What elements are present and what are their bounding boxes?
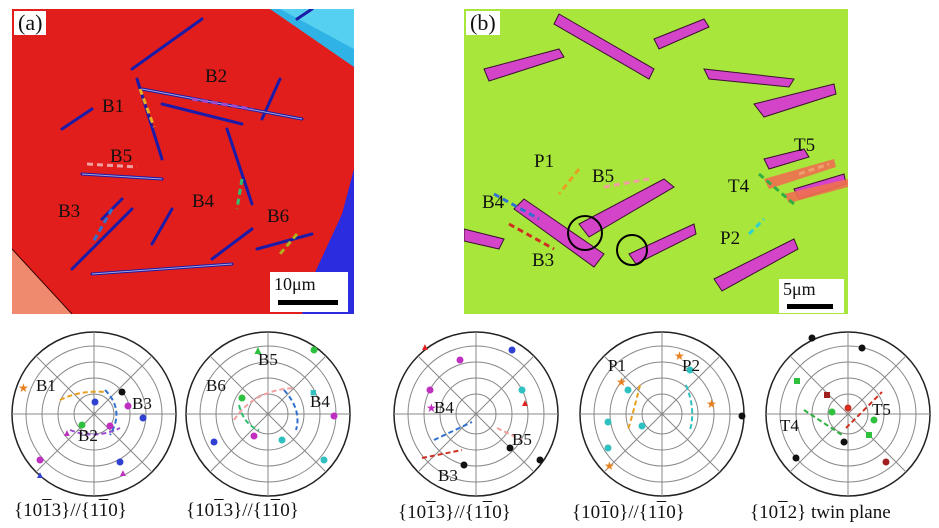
band-label-b2: B2 xyxy=(205,66,228,87)
svg-text:★: ★ xyxy=(616,375,627,389)
pole-figure-3: ▲ ▲ ★ B4 B5 B3 xyxy=(392,330,560,498)
caption-4-post: 0} xyxy=(666,502,685,523)
caption-1-bar2: 1 xyxy=(98,500,109,521)
svg-text:★: ★ xyxy=(426,401,437,415)
caption-1-pre: {10 xyxy=(14,500,43,521)
pf3-label-b5: B5 xyxy=(512,430,532,449)
pf5-label-t4: T4 xyxy=(780,416,799,435)
caption-2-pre: {10 xyxy=(186,500,215,521)
caption-4-mid: 0}//{1 xyxy=(609,502,657,523)
caption-4-bar: 1 xyxy=(600,502,610,523)
caption-2-bar2: 1 xyxy=(270,500,281,521)
scale-bar-a: 10μm xyxy=(270,272,348,312)
band-label-t4: T4 xyxy=(728,176,750,197)
caption-3-pre: {10 xyxy=(398,502,427,523)
svg-text:▲: ▲ xyxy=(62,428,72,439)
pf4-label-p2: P2 xyxy=(682,356,700,375)
caption-5-pre: {10 xyxy=(750,502,779,523)
band-label-b6: B6 xyxy=(267,206,290,227)
caption-pf-2: {1013}//{110} xyxy=(186,500,299,522)
svg-text:▲: ▲ xyxy=(252,343,264,357)
caption-3-bar: 1 xyxy=(426,502,436,523)
scale-bar-b-text: 5μm xyxy=(781,279,818,299)
svg-text:▲: ▲ xyxy=(520,398,530,409)
svg-text:★: ★ xyxy=(706,397,717,411)
pole-figure-1-grid: ★ ▲ ▲ ▲ xyxy=(11,331,177,497)
caption-2-bar: 1 xyxy=(214,500,224,521)
pole-figure-5: T4 T5 xyxy=(764,330,932,498)
panel-a-label: (a) xyxy=(14,11,47,35)
scale-bar-a-text: 10μm xyxy=(272,274,318,294)
pole-figure-5-grid xyxy=(765,331,931,497)
svg-text:▲: ▲ xyxy=(118,468,128,479)
pole-figure-4-grid: ★ ★ ★ ★ xyxy=(579,331,746,497)
pf2-label-b4: B4 xyxy=(310,392,330,411)
band-label-p1: P1 xyxy=(534,151,555,172)
scale-bar-a-line xyxy=(278,300,338,305)
pf1-label-b1: B1 xyxy=(36,376,56,395)
caption-pf-1: {1013}//{110} xyxy=(14,500,127,522)
caption-5-mid: 2} xyxy=(787,502,807,523)
pf2-label-b5: B5 xyxy=(258,350,278,369)
pf4-label-p1: P1 xyxy=(608,356,626,375)
caption-4-pre: {10 xyxy=(572,502,601,523)
caption-1-mid: 3}//{1 xyxy=(51,500,99,521)
caption-3-post: 0} xyxy=(492,502,511,523)
pole-figure-1: ★ ▲ ▲ ▲ B1 B3 B2 xyxy=(10,330,178,498)
pf2-label-b6: B6 xyxy=(206,376,226,395)
pole-figure-2-grid: ▲ ■ xyxy=(185,331,351,497)
svg-text:★: ★ xyxy=(604,459,615,473)
pole-figure-2: ▲ ■ B5 B6 B4 xyxy=(184,330,352,498)
band-label-t5: T5 xyxy=(794,135,816,156)
caption-1-post: 0} xyxy=(108,500,127,521)
caption-5-bar: 1 xyxy=(778,502,788,523)
pf3-label-b4: B4 xyxy=(434,398,454,417)
caption-4-bar2: 1 xyxy=(656,502,667,523)
micrograph-b: (b) P1 B5 B4 B3 T4 T5 P2 5μm xyxy=(464,9,848,314)
band-label-b4b: B4 xyxy=(482,192,505,213)
caption-2-post: 0} xyxy=(280,500,299,521)
caption-5-post: twin plane xyxy=(806,502,891,523)
pf1-label-b2: B2 xyxy=(78,426,98,445)
scale-bar-b-line xyxy=(787,304,833,309)
band-label-b1: B1 xyxy=(102,96,125,117)
band-label-p2: P2 xyxy=(720,228,741,249)
caption-1-bar: 1 xyxy=(42,500,52,521)
scale-bar-b: 5μm xyxy=(779,279,844,313)
caption-2-mid: 3}//{1 xyxy=(223,500,271,521)
band-label-b3b: B3 xyxy=(532,250,555,271)
panel-b-label: (b) xyxy=(466,11,500,35)
pf1-label-b3: B3 xyxy=(132,394,152,413)
caption-3-mid: 3}//{1 xyxy=(435,502,483,523)
caption-pf-5: {1012} twin plane xyxy=(750,502,891,524)
pole-figure-4: ★ ★ ★ ★ P1 P2 xyxy=(578,330,746,498)
caption-3-bar2: 1 xyxy=(482,502,493,523)
svg-text:▲: ▲ xyxy=(420,342,430,353)
micrograph-b-image xyxy=(464,9,848,314)
svg-text:▲: ▲ xyxy=(35,470,45,481)
band-label-b5b: B5 xyxy=(592,166,615,187)
svg-text:★: ★ xyxy=(674,349,685,363)
pole-figure-3-grid: ▲ ▲ ★ xyxy=(393,331,559,497)
band-label-b3: B3 xyxy=(58,201,81,222)
micrograph-a: (a) B2 B1 B5 B4 B3 B6 10μm xyxy=(12,9,354,314)
svg-text:■: ■ xyxy=(310,387,317,399)
caption-pf-4: {1010}//{110} xyxy=(572,502,685,524)
band-label-b4: B4 xyxy=(192,191,215,212)
pf5-label-t5: T5 xyxy=(872,400,891,419)
svg-text:★: ★ xyxy=(18,381,29,395)
band-label-b5: B5 xyxy=(110,146,133,167)
micrograph-a-image xyxy=(12,9,354,314)
pf3-label-b3: B3 xyxy=(438,466,458,485)
caption-pf-3: {1013}//{110} xyxy=(398,502,511,524)
